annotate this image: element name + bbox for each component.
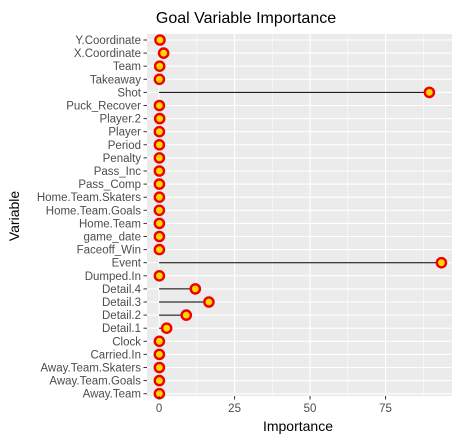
data-point bbox=[435, 256, 448, 269]
y-tick-label: Event bbox=[112, 258, 142, 270]
data-point bbox=[153, 138, 166, 151]
y-axis-title: Variable bbox=[6, 191, 22, 242]
y-tick-label: Pass_Comp bbox=[78, 179, 141, 191]
y-tick-label: Home.Team bbox=[79, 218, 141, 230]
x-tick-label: 25 bbox=[228, 403, 241, 415]
y-tick-label: Detail.1 bbox=[102, 323, 141, 335]
y-tick-label: Takeaway bbox=[90, 74, 141, 86]
y-tick-label: Clock bbox=[112, 336, 141, 348]
data-point bbox=[153, 165, 166, 177]
y-tick-label: game_date bbox=[83, 232, 141, 244]
data-point bbox=[153, 204, 166, 217]
y-tick-label: Detail.3 bbox=[102, 297, 141, 309]
y-tick-label: Detail.4 bbox=[102, 284, 142, 296]
data-point bbox=[160, 322, 173, 335]
lollipop-segments bbox=[159, 39, 442, 395]
y-tick-label: Away.Team bbox=[83, 389, 141, 401]
data-point bbox=[153, 191, 166, 203]
y-tick-label: Dumped.In bbox=[85, 271, 141, 283]
data-point bbox=[153, 125, 166, 138]
data-point bbox=[157, 47, 170, 59]
data-point bbox=[153, 230, 166, 243]
data-point bbox=[180, 309, 193, 321]
data-point bbox=[153, 178, 166, 190]
y-tick-label: Player bbox=[108, 127, 141, 139]
y-tick-label: Carried.In bbox=[91, 349, 142, 361]
data-point bbox=[153, 152, 166, 164]
y-tick-label: Home.Team.Skaters bbox=[37, 192, 141, 204]
y-tick-label: Home.Team.Goals bbox=[46, 205, 141, 217]
y-tick-label: Detail.2 bbox=[102, 310, 141, 322]
data-point bbox=[153, 217, 166, 230]
data-point bbox=[153, 361, 166, 374]
x-ticks: 0 25 50 75 bbox=[156, 396, 392, 415]
data-points bbox=[153, 34, 448, 400]
data-point bbox=[153, 374, 166, 387]
data-point bbox=[153, 243, 166, 256]
y-tick-marks bbox=[143, 39, 147, 395]
data-point bbox=[154, 34, 166, 46]
y-tick-label: Period bbox=[108, 140, 141, 152]
data-point bbox=[153, 60, 166, 72]
y-tick-label: Away.Team.Goals bbox=[49, 376, 141, 388]
y-tick-label: Y.Coordinate bbox=[75, 35, 141, 47]
y-tick-label: Puck_Recover bbox=[66, 101, 141, 113]
y-tick-label: Away.Team.Skaters bbox=[40, 363, 141, 375]
data-point bbox=[153, 269, 166, 282]
data-point bbox=[153, 73, 166, 86]
x-tick-label: 50 bbox=[304, 403, 317, 415]
data-point bbox=[153, 335, 166, 348]
y-tick-labels: Y.CoordinateX.CoordinateTeamTakeawayShot… bbox=[37, 35, 142, 401]
data-point bbox=[153, 348, 166, 361]
data-point bbox=[153, 99, 166, 112]
plot-panel bbox=[147, 34, 452, 396]
y-tick-label: Team bbox=[113, 61, 141, 73]
y-tick-label: Faceoff_Win bbox=[77, 245, 141, 257]
data-point bbox=[153, 112, 166, 125]
data-point bbox=[189, 283, 202, 295]
data-point bbox=[423, 86, 436, 99]
data-point bbox=[203, 296, 215, 308]
y-tick-label: Player.2 bbox=[99, 114, 141, 126]
y-tick-label: Pass_Inc bbox=[94, 166, 142, 178]
x-axis-title: Importance bbox=[263, 418, 333, 434]
x-tick-label: 75 bbox=[379, 403, 392, 415]
y-tick-label: Shot bbox=[117, 87, 141, 99]
grid-lines bbox=[147, 34, 452, 396]
chart-title: Goal Variable Importance bbox=[156, 10, 336, 27]
y-tick-label: Penalty bbox=[103, 153, 142, 165]
y-tick-label: X.Coordinate bbox=[74, 48, 141, 60]
x-tick-label: 0 bbox=[156, 403, 162, 415]
